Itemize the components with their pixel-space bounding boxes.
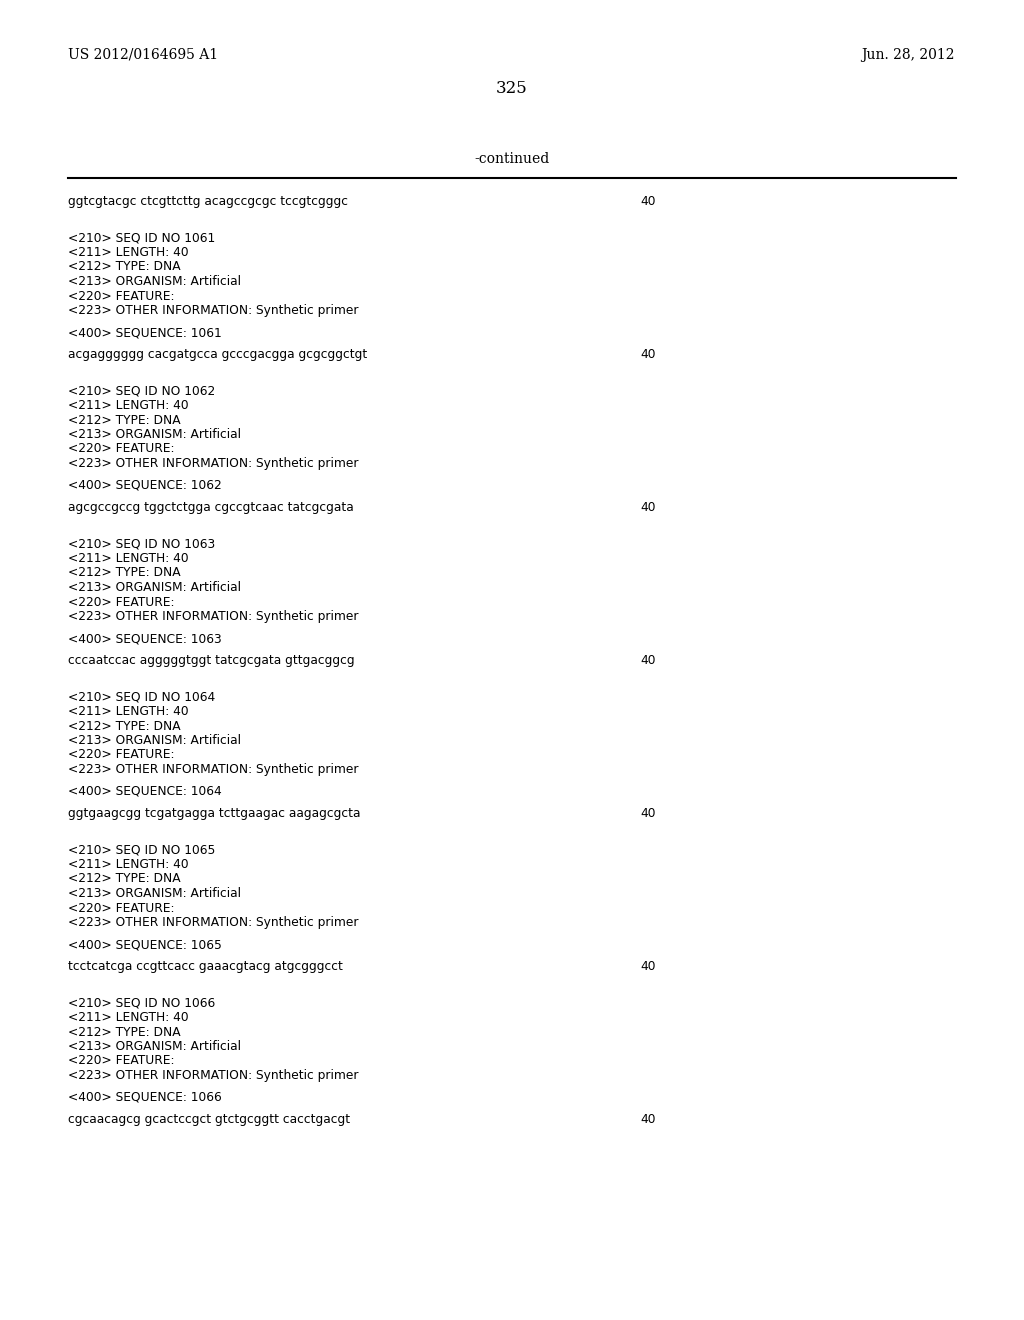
Text: <212> TYPE: DNA: <212> TYPE: DNA: [68, 1026, 180, 1039]
Text: 40: 40: [640, 195, 655, 209]
Text: <212> TYPE: DNA: <212> TYPE: DNA: [68, 413, 180, 426]
Text: <211> LENGTH: 40: <211> LENGTH: 40: [68, 399, 188, 412]
Text: <223> OTHER INFORMATION: Synthetic primer: <223> OTHER INFORMATION: Synthetic prime…: [68, 457, 358, 470]
Text: <220> FEATURE:: <220> FEATURE:: [68, 442, 174, 455]
Text: <210> SEQ ID NO 1062: <210> SEQ ID NO 1062: [68, 384, 215, 397]
Text: <213> ORGANISM: Artificial: <213> ORGANISM: Artificial: [68, 1040, 241, 1053]
Text: <211> LENGTH: 40: <211> LENGTH: 40: [68, 705, 188, 718]
Text: <211> LENGTH: 40: <211> LENGTH: 40: [68, 858, 188, 871]
Text: <210> SEQ ID NO 1061: <210> SEQ ID NO 1061: [68, 231, 215, 244]
Text: <220> FEATURE:: <220> FEATURE:: [68, 748, 174, 762]
Text: -continued: -continued: [474, 152, 550, 166]
Text: 325: 325: [496, 81, 528, 96]
Text: <213> ORGANISM: Artificial: <213> ORGANISM: Artificial: [68, 428, 241, 441]
Text: <213> ORGANISM: Artificial: <213> ORGANISM: Artificial: [68, 887, 241, 900]
Text: <210> SEQ ID NO 1066: <210> SEQ ID NO 1066: [68, 997, 215, 1010]
Text: <400> SEQUENCE: 1066: <400> SEQUENCE: 1066: [68, 1092, 222, 1104]
Text: 40: 40: [640, 502, 655, 513]
Text: US 2012/0164695 A1: US 2012/0164695 A1: [68, 48, 218, 62]
Text: 40: 40: [640, 348, 655, 360]
Text: <220> FEATURE:: <220> FEATURE:: [68, 902, 174, 915]
Text: agcgccgccg tggctctgga cgccgtcaac tatcgcgata: agcgccgccg tggctctgga cgccgtcaac tatcgcg…: [68, 502, 353, 513]
Text: 40: 40: [640, 653, 655, 667]
Text: <212> TYPE: DNA: <212> TYPE: DNA: [68, 566, 180, 579]
Text: <400> SEQUENCE: 1065: <400> SEQUENCE: 1065: [68, 939, 222, 950]
Text: <211> LENGTH: 40: <211> LENGTH: 40: [68, 1011, 188, 1024]
Text: <220> FEATURE:: <220> FEATURE:: [68, 1055, 174, 1068]
Text: tcctcatcga ccgttcacc gaaacgtacg atgcgggcct: tcctcatcga ccgttcacc gaaacgtacg atgcgggc…: [68, 960, 343, 973]
Text: <223> OTHER INFORMATION: Synthetic primer: <223> OTHER INFORMATION: Synthetic prime…: [68, 304, 358, 317]
Text: <213> ORGANISM: Artificial: <213> ORGANISM: Artificial: [68, 581, 241, 594]
Text: <223> OTHER INFORMATION: Synthetic primer: <223> OTHER INFORMATION: Synthetic prime…: [68, 916, 358, 929]
Text: <212> TYPE: DNA: <212> TYPE: DNA: [68, 260, 180, 273]
Text: ggtcgtacgc ctcgttcttg acagccgcgc tccgtcgggc: ggtcgtacgc ctcgttcttg acagccgcgc tccgtcg…: [68, 195, 348, 209]
Text: cccaatccac agggggtggt tatcgcgata gttgacggcg: cccaatccac agggggtggt tatcgcgata gttgacg…: [68, 653, 354, 667]
Text: <223> OTHER INFORMATION: Synthetic primer: <223> OTHER INFORMATION: Synthetic prime…: [68, 763, 358, 776]
Text: <210> SEQ ID NO 1063: <210> SEQ ID NO 1063: [68, 537, 215, 550]
Text: <220> FEATURE:: <220> FEATURE:: [68, 595, 174, 609]
Text: Jun. 28, 2012: Jun. 28, 2012: [861, 48, 955, 62]
Text: ggtgaagcgg tcgatgagga tcttgaagac aagagcgcta: ggtgaagcgg tcgatgagga tcttgaagac aagagcg…: [68, 807, 360, 820]
Text: 40: 40: [640, 807, 655, 820]
Text: <400> SEQUENCE: 1063: <400> SEQUENCE: 1063: [68, 632, 222, 645]
Text: 40: 40: [640, 960, 655, 973]
Text: <223> OTHER INFORMATION: Synthetic primer: <223> OTHER INFORMATION: Synthetic prime…: [68, 610, 358, 623]
Text: <400> SEQUENCE: 1061: <400> SEQUENCE: 1061: [68, 326, 222, 339]
Text: <210> SEQ ID NO 1064: <210> SEQ ID NO 1064: [68, 690, 215, 704]
Text: acgagggggg cacgatgcca gcccgacgga gcgcggctgt: acgagggggg cacgatgcca gcccgacgga gcgcggc…: [68, 348, 368, 360]
Text: cgcaacagcg gcactccgct gtctgcggtt cacctgacgt: cgcaacagcg gcactccgct gtctgcggtt cacctga…: [68, 1113, 350, 1126]
Text: <211> LENGTH: 40: <211> LENGTH: 40: [68, 246, 188, 259]
Text: <400> SEQUENCE: 1064: <400> SEQUENCE: 1064: [68, 785, 222, 799]
Text: <400> SEQUENCE: 1062: <400> SEQUENCE: 1062: [68, 479, 222, 492]
Text: <211> LENGTH: 40: <211> LENGTH: 40: [68, 552, 188, 565]
Text: <212> TYPE: DNA: <212> TYPE: DNA: [68, 719, 180, 733]
Text: <213> ORGANISM: Artificial: <213> ORGANISM: Artificial: [68, 275, 241, 288]
Text: <213> ORGANISM: Artificial: <213> ORGANISM: Artificial: [68, 734, 241, 747]
Text: <220> FEATURE:: <220> FEATURE:: [68, 289, 174, 302]
Text: <210> SEQ ID NO 1065: <210> SEQ ID NO 1065: [68, 843, 215, 857]
Text: <212> TYPE: DNA: <212> TYPE: DNA: [68, 873, 180, 886]
Text: <223> OTHER INFORMATION: Synthetic primer: <223> OTHER INFORMATION: Synthetic prime…: [68, 1069, 358, 1082]
Text: 40: 40: [640, 1113, 655, 1126]
